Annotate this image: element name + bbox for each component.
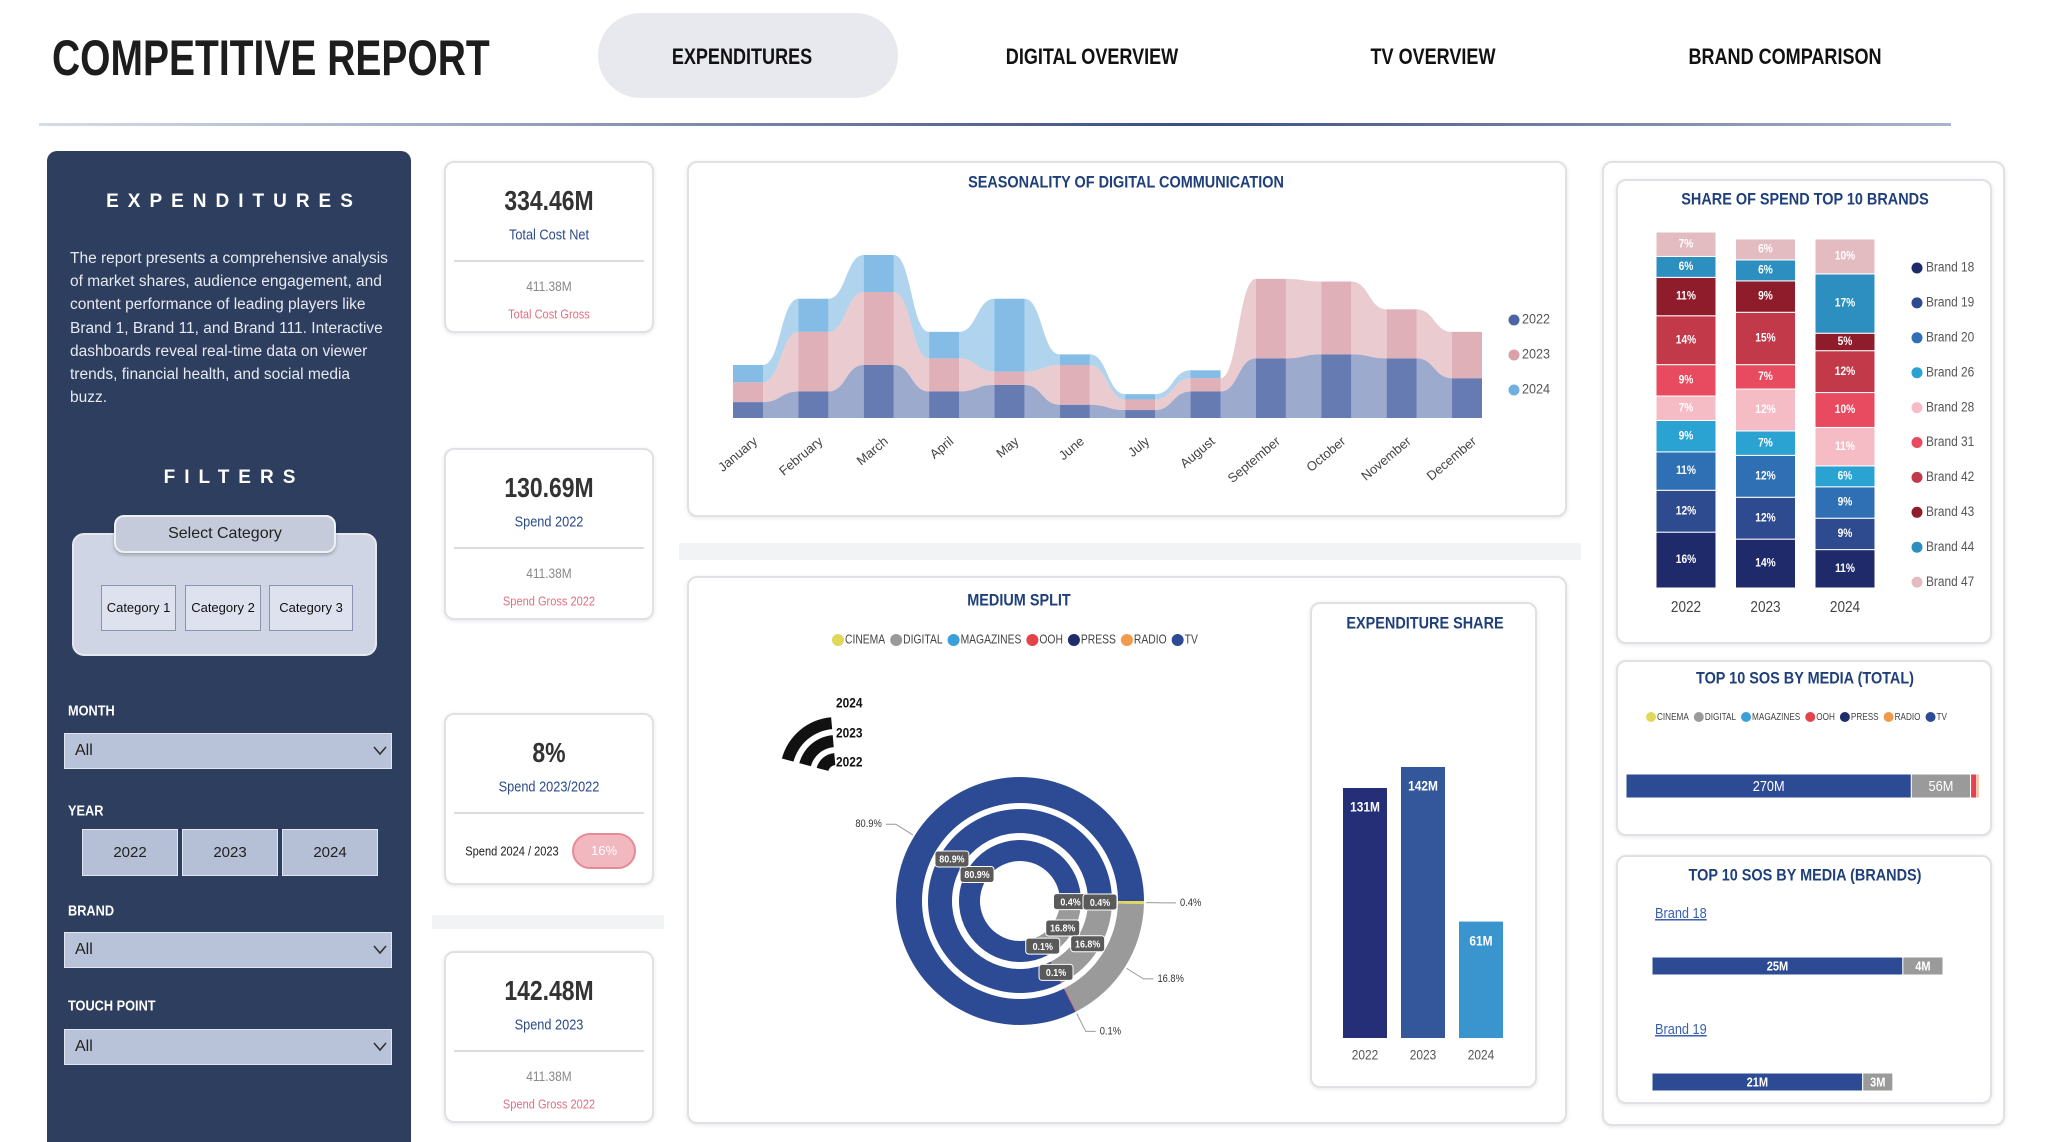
spacer-card	[432, 915, 664, 929]
chart-card	[687, 161, 1567, 517]
nav-tab[interactable]: EXPENDITURES	[671, 44, 813, 69]
kpi-value: 142.48M	[504, 975, 594, 1006]
spacer-card	[679, 543, 1581, 560]
kpi-badge: 16%	[572, 833, 636, 869]
kpi-sub-value: 411.38M	[526, 565, 572, 581]
header-divider	[39, 123, 1951, 126]
kpi-card	[444, 161, 654, 333]
category-button[interactable]: Category 1	[101, 585, 176, 631]
kpi-divider	[454, 547, 644, 549]
year-button[interactable]: 2022	[82, 829, 178, 876]
kpi-sub-label: Total Cost Gross	[508, 306, 590, 322]
kpi-card	[444, 448, 654, 620]
nav-tab[interactable]: BRAND COMPARISON	[1688, 44, 1882, 69]
kpi-value: 334.46M	[504, 185, 594, 216]
kpi-sub-label: Spend 2024 / 2023	[465, 843, 559, 859]
kpi-divider	[454, 260, 644, 262]
category-button[interactable]: Category 3	[269, 585, 353, 631]
category-header: Select Category	[114, 515, 336, 553]
kpi-value: 8%	[532, 737, 566, 768]
kpi-card	[444, 951, 654, 1123]
chart-card	[1616, 660, 1992, 836]
chart-card	[1310, 602, 1537, 1088]
kpi-sub-value: 411.38M	[526, 278, 572, 294]
kpi-sub-value: 411.38M	[526, 1068, 572, 1084]
filter-label: BRAND	[68, 902, 115, 920]
active-tab-bg	[598, 13, 898, 98]
filters-title: FILTERS	[163, 467, 305, 488]
filter-label: MONTH	[68, 702, 115, 720]
chart-card	[1616, 179, 1992, 644]
dropdown[interactable]: All	[64, 932, 392, 968]
kpi-label: Spend 2023/2022	[498, 778, 600, 796]
dropdown[interactable]: All	[64, 1029, 392, 1065]
kpi-divider	[454, 812, 644, 814]
year-button[interactable]: 2023	[182, 829, 278, 876]
dropdown[interactable]: All	[64, 733, 392, 769]
kpi-sub-label: Spend Gross 2022	[502, 593, 596, 609]
filter-label: YEAR	[68, 802, 104, 820]
kpi-label: Spend 2022	[514, 513, 584, 531]
page-title: COMPETITIVE REPORT	[52, 30, 490, 86]
nav-tab[interactable]: DIGITAL OVERVIEW	[1005, 44, 1179, 69]
kpi-sub-label: Spend Gross 2022	[502, 1096, 596, 1112]
nav-tab[interactable]: TV OVERVIEW	[1370, 44, 1496, 69]
chart-card	[1616, 855, 1992, 1104]
kpi-divider	[454, 1050, 644, 1052]
year-button[interactable]: 2024	[282, 829, 378, 876]
description: The report presents a comprehensive anal…	[70, 250, 388, 407]
category-button[interactable]: Category 2	[185, 585, 261, 631]
kpi-label: Total Cost Net	[508, 226, 590, 244]
filter-label: TOUCH POINT	[68, 997, 156, 1015]
kpi-label: Spend 2023	[514, 1016, 584, 1034]
sidebar-title: EXPENDITURES	[106, 191, 362, 212]
kpi-value: 130.69M	[504, 472, 594, 503]
